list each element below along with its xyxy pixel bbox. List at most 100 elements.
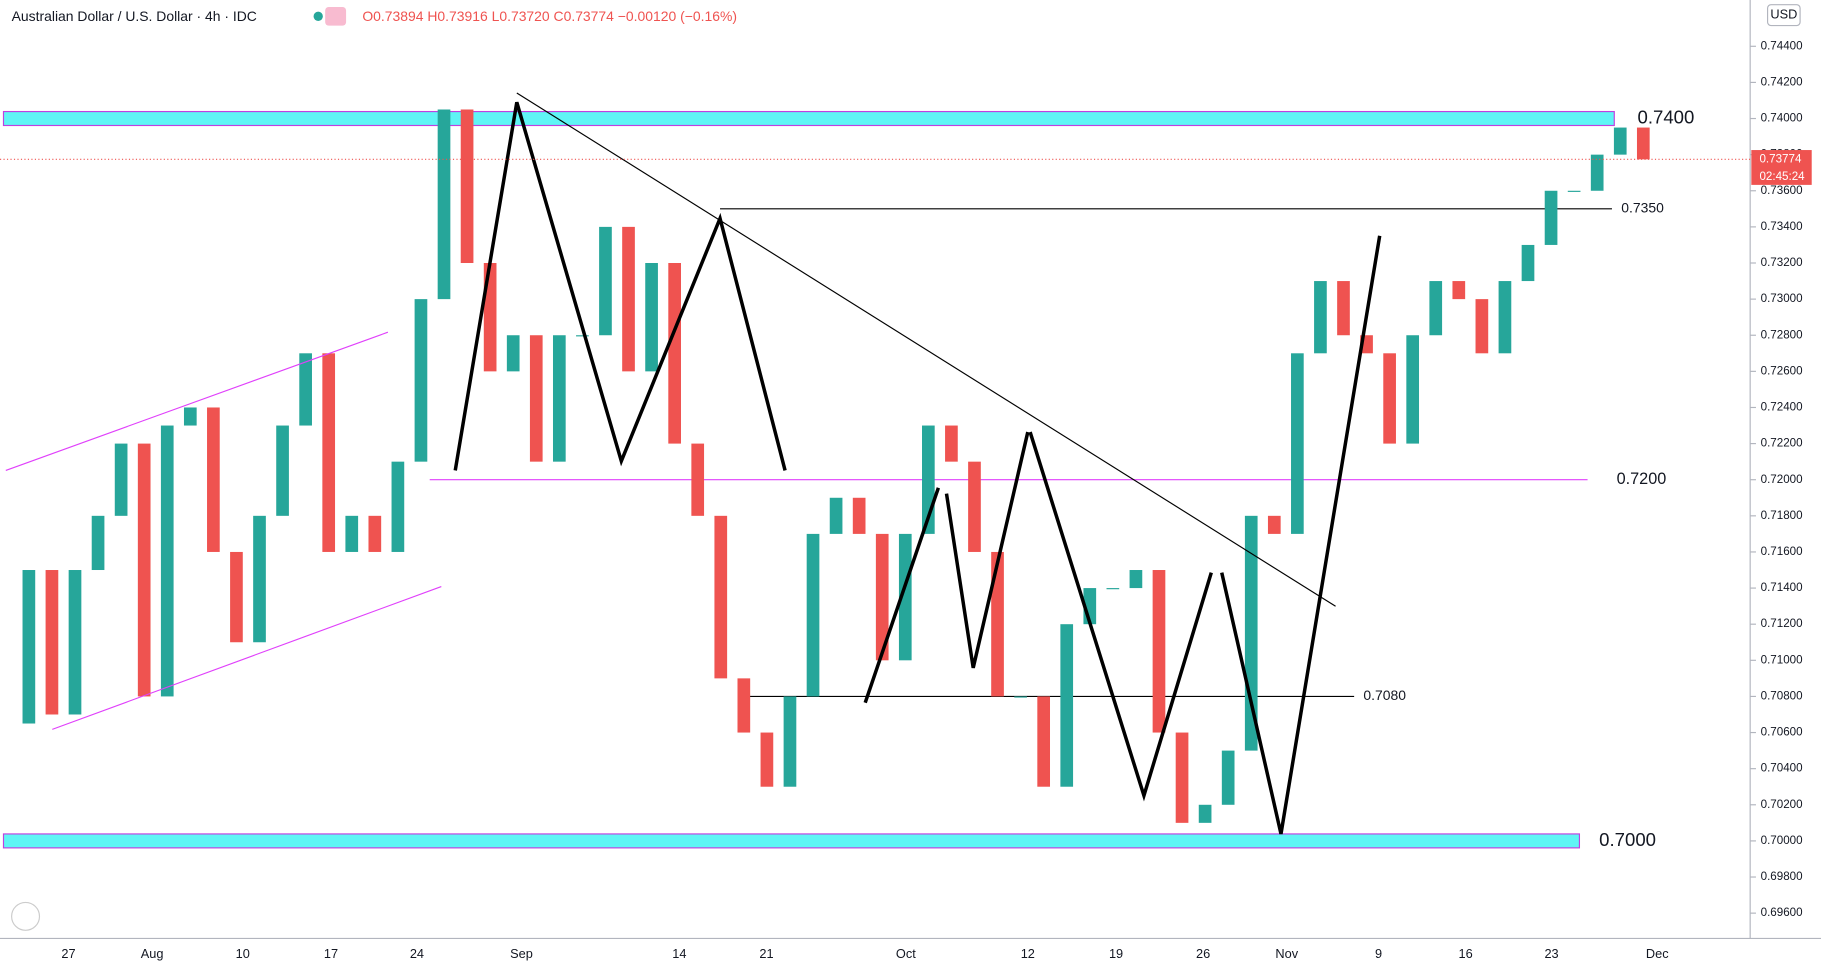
y-tick-label: 0.72400 <box>1761 401 1803 414</box>
candle <box>806 533 820 697</box>
candle <box>114 443 128 516</box>
currency: USD <box>1770 7 1797 22</box>
level-label: 0.7200 <box>1617 470 1667 488</box>
candle <box>207 407 220 552</box>
candle <box>1521 244 1535 282</box>
x-tick-label: Dec <box>1646 946 1669 961</box>
x-tick-label: 12 <box>1021 946 1035 961</box>
zigzag <box>863 487 941 704</box>
y-tick-label: 0.70000 <box>1761 834 1803 847</box>
x-tick-label: 9 <box>1375 946 1382 961</box>
candle <box>45 570 59 715</box>
y-tick-label: 0.70600 <box>1761 726 1803 739</box>
x-tick-label: Sep <box>510 946 533 961</box>
trend-line <box>516 92 1336 607</box>
x-tick-label: Aug <box>141 946 164 961</box>
candle <box>1452 281 1466 300</box>
candle <box>1498 281 1512 354</box>
candle <box>622 226 635 372</box>
y-tick-label: 0.71400 <box>1761 581 1803 594</box>
candle <box>552 335 566 462</box>
candle <box>391 461 405 552</box>
candle <box>276 425 289 516</box>
candle <box>1567 190 1581 192</box>
x-tick-label: 26 <box>1196 946 1210 961</box>
y-tick-label: 0.74200 <box>1761 75 1803 88</box>
candle <box>991 551 1004 697</box>
y-tick-label: 0.74000 <box>1761 112 1803 125</box>
candle <box>1060 624 1074 787</box>
y-tick-label: 0.70800 <box>1761 689 1803 702</box>
x-tick-label: 23 <box>1544 946 1558 961</box>
x-tick-label: 21 <box>759 946 773 961</box>
candle <box>1383 353 1396 444</box>
candle <box>1590 154 1604 191</box>
y-tick-label: 0.71000 <box>1761 653 1803 666</box>
candle <box>1106 588 1120 590</box>
y-tick-label: 0.69600 <box>1761 906 1803 919</box>
y-tick-label: 0.74400 <box>1761 39 1803 52</box>
candle <box>852 497 866 534</box>
candle <box>506 335 520 372</box>
currency-box[interactable] <box>1766 4 1801 27</box>
candle <box>898 533 912 661</box>
candle <box>68 570 82 715</box>
candle <box>783 696 797 787</box>
logo[interactable] <box>11 901 41 931</box>
channel-bottom <box>52 585 442 730</box>
x-tick-label: 27 <box>61 946 75 961</box>
drawings <box>5 92 1382 835</box>
last-price-label: 0.73774 <box>1759 152 1802 165</box>
candle <box>160 425 174 697</box>
status-dot[interactable] <box>313 11 323 21</box>
candle <box>1014 696 1027 698</box>
candle <box>1337 281 1350 336</box>
y-tick-label: 0.72600 <box>1761 364 1803 377</box>
level-band <box>2 110 1615 127</box>
candle <box>1198 804 1212 823</box>
candle <box>368 515 382 552</box>
zigzag <box>453 101 787 471</box>
candle <box>1175 732 1189 823</box>
candle <box>22 570 36 724</box>
candle <box>1291 353 1304 534</box>
candle <box>299 353 312 426</box>
candle <box>1129 570 1143 589</box>
y-tick-label: 0.73000 <box>1761 292 1803 305</box>
x-tick-label: 24 <box>410 946 424 961</box>
candle <box>714 515 728 679</box>
candle <box>968 461 981 552</box>
level-label: 0.7000 <box>1599 829 1656 850</box>
level-label: 0.7080 <box>1363 687 1406 703</box>
candle <box>437 109 451 300</box>
candle <box>1429 281 1443 336</box>
y-tick-label: 0.73600 <box>1761 184 1803 197</box>
candle <box>737 678 751 733</box>
candle <box>1314 281 1327 354</box>
candle <box>345 515 359 552</box>
compare-button[interactable] <box>325 7 347 26</box>
y-tick-label: 0.72800 <box>1761 328 1803 341</box>
candle <box>875 533 889 661</box>
x-tick-label: 14 <box>672 946 686 961</box>
candle <box>137 443 151 697</box>
x-tick-label: 17 <box>324 946 338 961</box>
ohlc-values: O0.73894 H0.73916 L0.73720 C0.73774 −0.0… <box>362 8 737 24</box>
candle <box>253 515 266 643</box>
y-tick-label: 0.70200 <box>1761 798 1803 811</box>
candle <box>760 732 774 787</box>
candle <box>1475 299 1489 354</box>
x-tick-label: 10 <box>236 946 250 961</box>
candle <box>576 335 589 337</box>
x-tick-label: 16 <box>1459 946 1473 961</box>
candle <box>1406 335 1420 444</box>
zigzag <box>1220 235 1382 835</box>
y-tick-label: 0.71800 <box>1761 509 1803 522</box>
y-tick-label: 0.69800 <box>1761 870 1803 883</box>
x-tick-label: Nov <box>1275 946 1298 961</box>
y-tick-label: 0.73200 <box>1761 256 1803 269</box>
y-tick-label: 0.71600 <box>1761 545 1803 558</box>
zigzag <box>1028 431 1213 802</box>
